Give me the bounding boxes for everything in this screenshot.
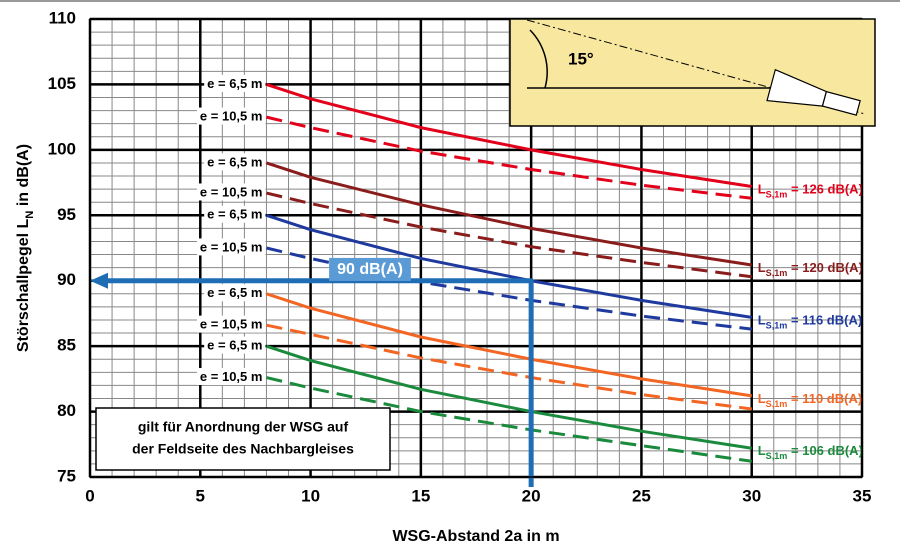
- series-name: e = 6,5 m: [207, 285, 262, 300]
- label-sub: S,1m: [766, 399, 788, 409]
- x-tick-label: 15: [411, 486, 430, 505]
- series-end-label: LS,1m = 106 dB(A): [758, 444, 863, 462]
- series-end-label: LS,1m = 120 dB(A): [758, 260, 863, 278]
- series-name: e = 10,5 m: [200, 109, 263, 124]
- label-main: L: [758, 444, 766, 459]
- series-end-label: LS,1m = 126 dB(A): [758, 182, 863, 200]
- series-name-box: [196, 315, 266, 333]
- series-line: [265, 344, 752, 450]
- series-name-box: [204, 336, 266, 354]
- series-line: [265, 83, 752, 188]
- note-box: [95, 407, 391, 471]
- inset-lamp: [766, 68, 861, 116]
- series-name-box: [196, 238, 266, 256]
- y-tick-label: 100: [48, 139, 76, 158]
- label-rest: = 126 dB(A): [787, 182, 863, 197]
- series-name: e = 6,5 m: [207, 76, 262, 91]
- series-name: e = 6,5 m: [207, 338, 262, 353]
- series-line: [265, 161, 752, 267]
- series-line: [266, 115, 752, 200]
- y-tick-label: 95: [57, 205, 76, 224]
- label-main: L: [758, 313, 766, 328]
- series-end-label: LS,1m = 116 dB(A): [758, 313, 862, 331]
- series-line: [266, 323, 752, 411]
- label-rest: = 120 dB(A): [787, 260, 863, 275]
- reading-label-box: [329, 257, 411, 281]
- label-main: Störschallpegel L: [15, 218, 32, 352]
- x-tick-label: 0: [85, 486, 94, 505]
- x-tick-label: 10: [301, 486, 320, 505]
- x-tick-label: 20: [522, 486, 541, 505]
- reading-label: 90 dB(A): [337, 261, 403, 278]
- x-tick-label: 25: [632, 486, 651, 505]
- inset-arc: [529, 29, 548, 89]
- label-rest: = 110 dB(A): [787, 391, 862, 406]
- series-name-box: [204, 74, 266, 92]
- series-line: [265, 213, 752, 319]
- series-line: [266, 376, 752, 463]
- series-line: [266, 246, 752, 331]
- label-sub: S,1m: [766, 452, 788, 462]
- series-name: e = 10,5 m: [200, 239, 263, 254]
- series-name-box: [196, 107, 266, 125]
- series-name-box: [196, 367, 266, 385]
- x-axis-title: WSG-Abstand 2a in m: [392, 528, 559, 545]
- note-line: der Feldseite des Nachbargleises: [132, 441, 354, 457]
- note-line: gilt für Anordnung der WSG auf: [138, 419, 349, 435]
- series-name: e = 10,5 m: [200, 184, 263, 199]
- label-rest: = 116 dB(A): [787, 313, 862, 328]
- series-line: [266, 191, 752, 279]
- y-axis-title: Störschallpegel LN in dB(A): [15, 144, 36, 352]
- series-name-box: [204, 153, 266, 171]
- y-tick-label: 85: [57, 336, 76, 355]
- label-rest: in dB(A): [15, 144, 32, 211]
- y-tick-label: 110: [49, 8, 76, 27]
- series-name-box: [204, 205, 266, 223]
- label-sub: S,1m: [766, 321, 788, 331]
- series-end-label: LS,1m = 110 dB(A): [758, 391, 862, 409]
- label-main: L: [758, 260, 766, 275]
- series-name: e = 6,5 m: [207, 154, 262, 169]
- series-line: [265, 292, 752, 398]
- label-main: L: [758, 391, 766, 406]
- label-rest: = 106 dB(A): [787, 444, 863, 459]
- inset-box: [509, 18, 876, 127]
- y-tick-label: 90: [57, 270, 76, 289]
- y-tick-label: 75: [57, 466, 76, 485]
- reading-arrowhead: [90, 272, 108, 289]
- y-tick-label: 105: [48, 74, 76, 93]
- series-name: e = 6,5 m: [207, 207, 262, 222]
- label-sub: N: [24, 211, 36, 219]
- label-sub: S,1m: [766, 190, 788, 200]
- plot-frame: [89, 18, 863, 478]
- x-tick-label: 35: [853, 486, 872, 505]
- inset: 15°: [509, 18, 876, 127]
- label-sub: S,1m: [766, 268, 788, 278]
- label-main: L: [758, 182, 766, 197]
- y-tick-label: 80: [57, 401, 76, 420]
- series-name-box: [204, 284, 266, 302]
- series-name-box: [196, 183, 266, 201]
- x-tick-label: 30: [742, 486, 761, 505]
- series-name: e = 10,5 m: [200, 369, 263, 384]
- inset-angle: 15°: [568, 49, 594, 68]
- x-tick-label: 5: [196, 486, 205, 505]
- series-name: e = 10,5 m: [200, 317, 263, 332]
